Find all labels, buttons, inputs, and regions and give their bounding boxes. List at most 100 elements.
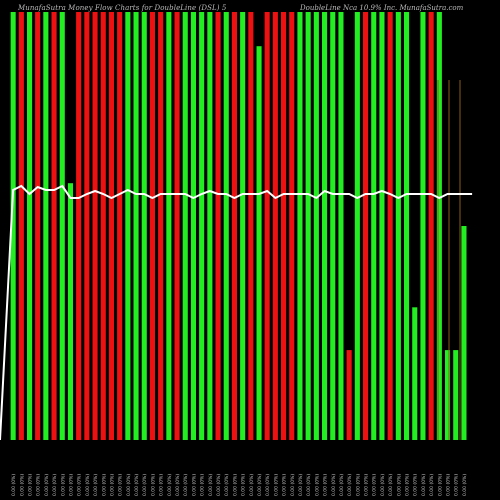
bar-2 (27, 12, 33, 440)
x-tick-label-42: 0.00 (0%) (355, 474, 361, 496)
x-tick-label-2: 0.00 (0%) (28, 474, 34, 496)
x-tick-label-43: 0.00 (0%) (364, 474, 370, 496)
x-tick-label-40: 0.00 (0%) (339, 474, 345, 496)
bar-5 (51, 12, 57, 440)
x-tick-label-28: 0.00 (0%) (241, 474, 247, 496)
bar-44 (371, 12, 377, 440)
x-tick-label-36: 0.00 (0%) (306, 474, 312, 496)
x-tick-label-32: 0.00 (0%) (273, 474, 279, 496)
bar-55 (461, 226, 467, 440)
x-tick-label-8: 0.00 (0%) (77, 474, 83, 496)
bar-47 (395, 12, 401, 440)
bar-33 (281, 12, 287, 440)
bar-48 (404, 12, 410, 440)
bar-6 (59, 12, 65, 440)
x-tick-label-13: 0.00 (0%) (118, 474, 124, 496)
x-tick-label-45: 0.00 (0%) (380, 474, 386, 496)
bar-10 (92, 12, 98, 440)
x-tick-label-16: 0.00 (0%) (142, 474, 148, 496)
chart-title: MunafaSutra Money Flow Charts for Double… (18, 4, 227, 12)
bar-54 (453, 350, 459, 440)
x-tick-label-50: 0.00 (0%) (421, 474, 427, 496)
x-tick-label-44: 0.00 (0%) (372, 474, 378, 496)
x-tick-label-27: 0.00 (0%) (232, 474, 238, 496)
x-tick-label-30: 0.00 (0%) (257, 474, 263, 496)
bar-26 (223, 12, 229, 440)
x-tick-label-34: 0.00 (0%) (290, 474, 296, 496)
x-tick-label-24: 0.00 (0%) (208, 474, 214, 496)
bar-45 (379, 12, 385, 440)
x-tick-label-26: 0.00 (0%) (224, 474, 230, 496)
bar-20 (174, 12, 180, 440)
bar-18 (158, 12, 164, 440)
bar-23 (199, 12, 205, 440)
x-tick-label-10: 0.00 (0%) (93, 474, 99, 496)
x-tick-label-18: 0.00 (0%) (159, 474, 165, 496)
x-tick-label-3: 0.00 (0%) (36, 474, 42, 496)
bar-42 (354, 12, 360, 440)
x-tick-label-7: 0.00 (0%) (69, 474, 75, 496)
x-tick-label-23: 0.00 (0%) (200, 474, 206, 496)
x-tick-label-48: 0.00 (0%) (405, 474, 411, 496)
bar-39 (330, 12, 336, 440)
bar-28 (240, 12, 246, 440)
bar-51 (428, 12, 434, 440)
x-tick-label-38: 0.00 (0%) (323, 474, 329, 496)
x-tick-label-0: 0.00 (0%) (11, 474, 17, 496)
chart-subtitle: DoubleLine Nca 10.9% Inc. MunafaSutra.co… (300, 4, 464, 12)
bar-16 (141, 12, 147, 440)
bar-34 (289, 12, 295, 440)
bar-30 (256, 46, 262, 440)
bar-12 (108, 12, 114, 440)
x-tick-label-49: 0.00 (0%) (413, 474, 419, 496)
bar-11 (100, 12, 106, 440)
bar-13 (117, 12, 123, 440)
bar-17 (149, 12, 155, 440)
bar-0 (10, 12, 16, 440)
bar-1 (18, 12, 24, 440)
bar-41 (346, 350, 352, 440)
bar-8 (76, 12, 82, 440)
x-tick-label-52: 0.00 (0%) (437, 474, 443, 496)
x-tick-label-31: 0.00 (0%) (265, 474, 271, 496)
x-tick-label-51: 0.00 (0%) (429, 474, 435, 496)
bar-53 (445, 350, 451, 440)
bar-22 (190, 12, 196, 440)
bar-43 (363, 12, 369, 440)
x-tick-label-4: 0.00 (0%) (44, 474, 50, 496)
x-tick-label-19: 0.00 (0%) (167, 474, 173, 496)
bar-3 (35, 12, 41, 440)
bar-32 (272, 12, 278, 440)
bar-38 (322, 12, 328, 440)
bar-46 (387, 12, 393, 440)
bar-21 (182, 12, 188, 440)
bar-52 (436, 12, 442, 440)
bar-29 (248, 12, 254, 440)
bar-37 (313, 12, 319, 440)
bar-7 (67, 183, 73, 440)
x-tick-label-41: 0.00 (0%) (347, 474, 353, 496)
x-tick-label-1: 0.00 (0%) (19, 474, 25, 496)
x-tick-label-37: 0.00 (0%) (314, 474, 320, 496)
bar-14 (125, 12, 131, 440)
x-tick-label-33: 0.00 (0%) (282, 474, 288, 496)
x-tick-label-53: 0.00 (0%) (446, 474, 452, 496)
bar-9 (84, 12, 90, 440)
x-tick-label-5: 0.00 (0%) (52, 474, 58, 496)
x-tick-label-6: 0.00 (0%) (60, 474, 66, 496)
bar-35 (297, 12, 303, 440)
bar-15 (133, 12, 139, 440)
x-tick-label-39: 0.00 (0%) (331, 474, 337, 496)
bar-49 (412, 307, 418, 440)
bar-4 (43, 12, 49, 440)
x-tick-label-29: 0.00 (0%) (249, 474, 255, 496)
bar-40 (338, 12, 344, 440)
bar-24 (207, 12, 213, 440)
x-tick-label-11: 0.00 (0%) (101, 474, 107, 496)
x-tick-label-9: 0.00 (0%) (85, 474, 91, 496)
bar-31 (264, 12, 270, 440)
x-tick-label-17: 0.00 (0%) (150, 474, 156, 496)
x-tick-label-14: 0.00 (0%) (126, 474, 132, 496)
x-tick-label-20: 0.00 (0%) (175, 474, 181, 496)
